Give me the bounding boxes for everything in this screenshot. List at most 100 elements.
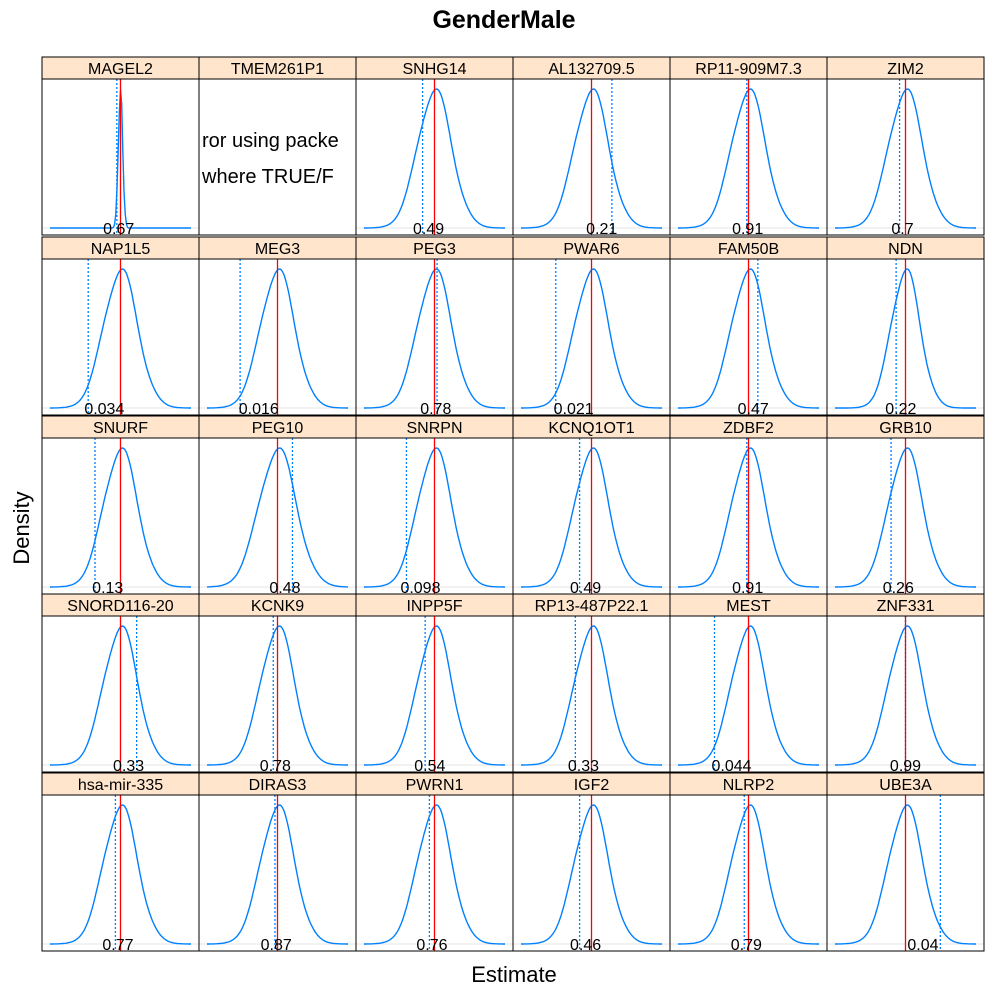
p-value-label: 0.47: [738, 401, 769, 418]
panel: IGF2 0.46: [512, 772, 671, 954]
y-axis-label: Density: [9, 491, 34, 565]
p-value-label: 0.67: [103, 221, 134, 238]
strip-label: NAP1L5: [91, 241, 151, 258]
p-value-label: 0.21: [586, 221, 617, 238]
p-value-label: 0.33: [568, 758, 599, 775]
panel: PWAR6 0.021: [512, 236, 671, 418]
p-value-label: 0.77: [102, 937, 133, 954]
p-value-label: 0.098: [400, 580, 440, 597]
p-value-label: 0.33: [113, 758, 144, 775]
error-message-line: ror using packe: [202, 130, 339, 152]
panel: ZNF331 0.99: [826, 593, 985, 775]
panel: KCNQ1OT1 0.49: [512, 415, 671, 597]
p-value-label: 0.49: [570, 580, 601, 597]
strip-label: SNURF: [93, 420, 148, 437]
strip-label: ZIM2: [887, 61, 924, 78]
chart-title: GenderMale: [432, 6, 576, 34]
x-axis-label: Estimate: [471, 962, 557, 987]
panel: NAP1L5 0.034: [41, 236, 200, 418]
panel-border: [826, 615, 985, 773]
p-value-label: 0.54: [414, 758, 445, 775]
panel: FAM50B 0.47: [669, 236, 828, 418]
strip-label: GRB10: [879, 420, 932, 437]
p-value-label: 0.26: [883, 580, 914, 597]
panel: hsa-mir-335 0.77: [41, 772, 200, 954]
panel: ZIM2 0.7: [826, 56, 985, 238]
strip-label: SNRPN: [406, 420, 462, 437]
panel: RP13-487P22.1 0.33: [512, 593, 671, 775]
strip-label: IGF2: [574, 777, 610, 794]
p-value-label: 0.87: [261, 937, 292, 954]
panel: KCNK9 0.78: [198, 593, 357, 775]
p-value-label: 0.7: [891, 221, 913, 238]
strip-label: PEG10: [252, 420, 304, 437]
panel-border: [826, 794, 985, 952]
p-value-label: 0.044: [711, 758, 751, 775]
strip-label: RP13-487P22.1: [535, 598, 649, 615]
error-message-line: where TRUE/F: [201, 166, 334, 188]
p-value-label: 0.04: [907, 937, 938, 954]
strip-label: NLRP2: [723, 777, 775, 794]
panel: SNORD116-20 0.33: [41, 593, 200, 775]
p-value-label: 0.78: [420, 401, 451, 418]
strip-label: ZDBF2: [723, 420, 774, 437]
panel: AL132709.5 0.21: [512, 56, 671, 238]
panel: NLRP2 0.79: [669, 772, 828, 954]
panel: DIRAS3 0.87: [198, 772, 357, 954]
strip-label: PWAR6: [563, 241, 619, 258]
p-value-label: 0.91: [732, 221, 763, 238]
strip-label: TMEM261P1: [231, 61, 324, 78]
panel: RP11-909M7.3 0.91: [669, 56, 828, 238]
p-value-label: 0.034: [84, 401, 124, 418]
strip-label: RP11-909M7.3: [695, 61, 802, 78]
strip-label: KCNQ1OT1: [548, 420, 634, 437]
panel: PWRN1 0.76: [355, 772, 514, 954]
panel: NDN 0.22: [826, 236, 985, 418]
panel: ZDBF2 0.91: [669, 415, 828, 597]
panel: INPP5F 0.54: [355, 593, 514, 775]
p-value-label: 0.46: [570, 937, 601, 954]
panel-border: [826, 78, 985, 236]
strip-label: PEG3: [413, 241, 456, 258]
p-value-label: 0.22: [885, 401, 916, 418]
panel: PEG10 0.48: [198, 415, 357, 597]
p-value-label: 0.48: [269, 580, 300, 597]
p-value-label: 0.021: [554, 401, 594, 418]
p-value-label: 0.76: [416, 937, 447, 954]
strip-label: KCNK9: [251, 598, 304, 615]
strip-label: ZNF331: [877, 598, 935, 615]
panel-border: [826, 258, 985, 416]
strip-label: UBE3A: [879, 777, 932, 794]
panel: GRB10 0.26: [826, 415, 985, 597]
strip-label: hsa-mir-335: [78, 777, 163, 794]
panel: PEG3 0.78: [355, 236, 514, 418]
p-value-label: 0.016: [239, 401, 279, 418]
strip-label: PWRN1: [406, 777, 464, 794]
strip-label: MAGEL2: [88, 61, 153, 78]
p-value-label: 0.99: [890, 758, 921, 775]
panel: SNHG14 0.49: [355, 56, 514, 238]
strip-label: SNORD116-20: [67, 598, 174, 615]
strip-label: AL132709.5: [548, 61, 634, 78]
p-value-label: 0.79: [731, 937, 762, 954]
p-value-label: 0.49: [413, 221, 444, 238]
strip-label: INPP5F: [406, 598, 462, 615]
p-value-label: 0.13: [92, 580, 123, 597]
strip-label: NDN: [888, 241, 923, 258]
panel: UBE3A 0.04: [826, 772, 985, 954]
strip-label: FAM50B: [718, 241, 779, 258]
p-value-label: 0.91: [732, 580, 763, 597]
p-value-label: 0.78: [260, 758, 291, 775]
strip-label: MEST: [726, 598, 771, 615]
panel: SNRPN 0.098: [355, 415, 514, 597]
strip-label: MEG3: [255, 241, 300, 258]
panel-border: [198, 78, 357, 236]
strip-label: DIRAS3: [249, 777, 307, 794]
panel: MEG3 0.016: [198, 236, 357, 418]
panel: MAGEL2 0.67: [41, 56, 200, 238]
strip-label: SNHG14: [402, 61, 466, 78]
panel: SNURF 0.13: [41, 415, 200, 597]
panel: MEST 0.044: [669, 593, 828, 775]
panel: TMEM261P1 ror using packe where TRUE/F: [198, 56, 357, 236]
